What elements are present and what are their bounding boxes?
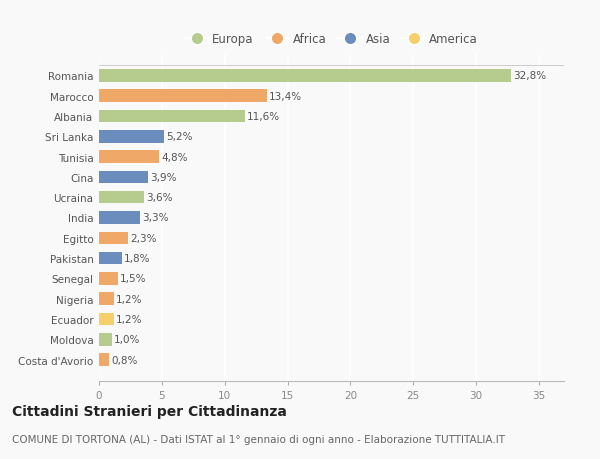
Bar [99,252,122,265]
Text: 3,3%: 3,3% [142,213,169,223]
Bar [99,131,164,143]
Bar [99,232,128,245]
Text: COMUNE DI TORTONA (AL) - Dati ISTAT al 1° gennaio di ogni anno - Elaborazione TU: COMUNE DI TORTONA (AL) - Dati ISTAT al 1… [12,434,505,444]
Bar [99,212,140,224]
Legend: Europa, Africa, Asia, America: Europa, Africa, Asia, America [181,28,482,51]
Text: 1,2%: 1,2% [116,314,142,325]
Text: 1,0%: 1,0% [113,335,140,345]
Bar [99,90,268,103]
Text: 11,6%: 11,6% [247,112,280,122]
Text: 3,9%: 3,9% [150,173,176,183]
Bar [99,293,114,305]
Bar [99,171,148,184]
Bar [99,313,114,325]
Bar [99,191,144,204]
Text: Cittadini Stranieri per Cittadinanza: Cittadini Stranieri per Cittadinanza [12,404,287,418]
Text: 1,2%: 1,2% [116,294,142,304]
Text: 0,8%: 0,8% [111,355,137,365]
Bar [99,333,112,346]
Text: 5,2%: 5,2% [166,132,193,142]
Bar [99,151,160,163]
Text: 13,4%: 13,4% [269,91,302,101]
Text: 2,3%: 2,3% [130,233,156,243]
Bar [99,70,511,83]
Bar [99,353,109,366]
Text: 1,5%: 1,5% [120,274,146,284]
Text: 1,8%: 1,8% [124,253,150,263]
Text: 3,6%: 3,6% [146,193,173,203]
Bar [99,111,245,123]
Text: 4,8%: 4,8% [161,152,188,162]
Text: 32,8%: 32,8% [513,71,546,81]
Bar [99,273,118,285]
